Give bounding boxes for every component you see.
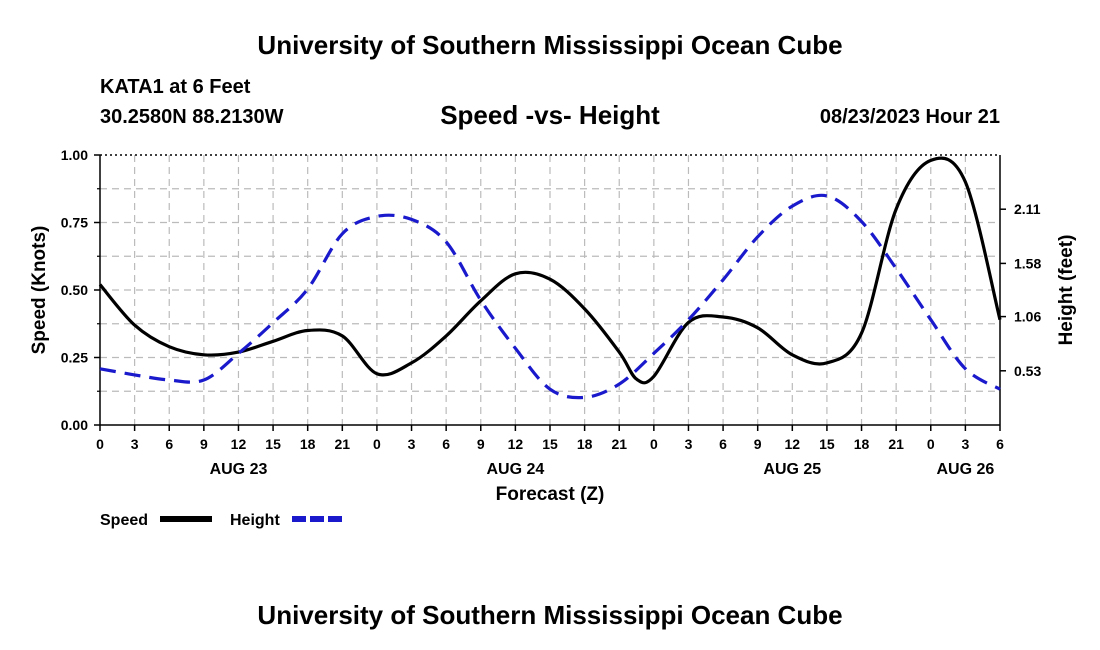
- footer-title: University of Southern Mississippi Ocean…: [257, 600, 843, 630]
- x-tick-label: 9: [477, 436, 485, 452]
- y-tick-label: 0.50: [61, 282, 88, 298]
- x-tick-label: 0: [373, 436, 381, 452]
- x-tick-label: 6: [719, 436, 727, 452]
- x-tick-label: 6: [996, 436, 1004, 452]
- x-tick-label: 0: [96, 436, 104, 452]
- y-tick-label: 0.25: [61, 350, 88, 366]
- y2-tick-label: 1.06: [1014, 309, 1041, 325]
- chart-title: University of Southern Mississippi Ocean…: [257, 30, 843, 60]
- legend-height-label: Height: [230, 512, 280, 529]
- x-tick-label: 12: [785, 436, 801, 452]
- x-tick-label: 3: [961, 436, 969, 452]
- x-tick-label: 6: [442, 436, 450, 452]
- x-tick-label: 15: [819, 436, 835, 452]
- coordinates-label: 30.2580N 88.2130W: [100, 106, 284, 128]
- station-label: KATA1 at 6 Feet: [100, 76, 251, 98]
- x-tick-label: 21: [888, 436, 904, 452]
- x-tick-label: 18: [300, 436, 316, 452]
- height-series-line: [99, 193, 1001, 400]
- x-date-label: AUG 24: [486, 461, 544, 478]
- x-axis-title: Forecast (Z): [496, 484, 605, 505]
- y2-tick-label: 2.11: [1014, 201, 1041, 217]
- x-tick-label: 18: [854, 436, 870, 452]
- x-tick-label: 3: [685, 436, 693, 452]
- y2-tick-label: 1.58: [1014, 255, 1041, 271]
- x-tick-label: 0: [927, 436, 935, 452]
- x-tick-label: 9: [754, 436, 762, 452]
- x-tick-label: 12: [231, 436, 247, 452]
- x-tick-label: 3: [131, 436, 139, 452]
- y2-tick-label: 0.53: [1014, 363, 1041, 379]
- x-date-label: AUG 25: [763, 461, 821, 478]
- x-tick-label: 21: [335, 436, 351, 452]
- x-tick-label: 9: [200, 436, 208, 452]
- y-axis-title: Speed (Knots): [29, 226, 50, 355]
- x-tick-label: 3: [408, 436, 416, 452]
- x-tick-label: 15: [265, 436, 281, 452]
- datetime-label: 08/23/2023 Hour 21: [819, 106, 1000, 128]
- x-tick-label: 12: [508, 436, 524, 452]
- x-tick-label: 18: [577, 436, 593, 452]
- y-tick-label: 0.00: [61, 417, 88, 433]
- y-tick-label: 0.75: [61, 215, 88, 231]
- x-tick-label: 6: [165, 436, 173, 452]
- speed-series-line: [98, 156, 1002, 385]
- x-date-label: AUG 23: [210, 461, 268, 478]
- chart-subtitle: Speed -vs- Height: [440, 100, 660, 130]
- y-tick-label: 1.00: [61, 147, 88, 163]
- x-tick-label: 21: [611, 436, 627, 452]
- y2-axis-title: Height (feet): [1056, 235, 1077, 346]
- x-date-label: AUG 26: [936, 461, 994, 478]
- legend-speed-label: Speed: [100, 512, 148, 529]
- x-tick-label: 0: [650, 436, 658, 452]
- x-tick-label: 15: [542, 436, 558, 452]
